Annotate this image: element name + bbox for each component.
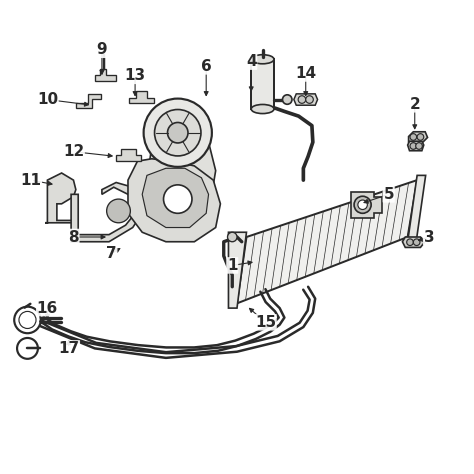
Ellipse shape <box>251 55 274 64</box>
Polygon shape <box>95 69 116 81</box>
Circle shape <box>413 239 420 246</box>
Circle shape <box>410 143 417 149</box>
Polygon shape <box>76 94 101 108</box>
Circle shape <box>416 143 422 149</box>
Text: 17: 17 <box>58 341 79 356</box>
Text: 5: 5 <box>383 187 394 202</box>
Ellipse shape <box>251 104 274 114</box>
Polygon shape <box>45 173 76 223</box>
Circle shape <box>283 95 292 104</box>
Text: 4: 4 <box>246 54 256 69</box>
Circle shape <box>417 134 424 140</box>
Circle shape <box>107 199 130 223</box>
Polygon shape <box>237 180 417 303</box>
Polygon shape <box>128 159 220 242</box>
Polygon shape <box>142 168 209 228</box>
Text: 13: 13 <box>125 68 146 83</box>
Text: 9: 9 <box>97 42 107 57</box>
Text: 6: 6 <box>201 59 211 74</box>
Text: 8: 8 <box>68 229 79 245</box>
Polygon shape <box>147 142 216 213</box>
Circle shape <box>164 185 192 213</box>
Polygon shape <box>294 94 318 105</box>
Polygon shape <box>408 141 424 151</box>
Text: 12: 12 <box>63 144 84 159</box>
Circle shape <box>358 200 367 210</box>
Circle shape <box>410 134 417 140</box>
Polygon shape <box>71 182 142 242</box>
Text: 3: 3 <box>424 229 434 245</box>
Text: 14: 14 <box>295 66 316 81</box>
Circle shape <box>228 232 237 242</box>
Circle shape <box>306 96 313 103</box>
Circle shape <box>144 99 212 167</box>
Polygon shape <box>408 175 426 242</box>
Circle shape <box>407 239 413 246</box>
Circle shape <box>354 196 371 213</box>
Polygon shape <box>351 192 382 218</box>
Text: 10: 10 <box>37 92 58 107</box>
Polygon shape <box>228 232 246 308</box>
Text: 16: 16 <box>37 301 58 316</box>
Text: 7: 7 <box>106 246 117 261</box>
Circle shape <box>167 122 188 143</box>
Text: 11: 11 <box>20 173 41 188</box>
Polygon shape <box>409 132 428 142</box>
Polygon shape <box>251 59 274 109</box>
Text: 1: 1 <box>227 258 237 273</box>
Text: 2: 2 <box>410 97 420 112</box>
Circle shape <box>298 96 306 103</box>
Text: 15: 15 <box>255 315 276 330</box>
Polygon shape <box>129 91 154 103</box>
Polygon shape <box>116 149 141 161</box>
Polygon shape <box>402 237 424 247</box>
Circle shape <box>155 109 201 156</box>
